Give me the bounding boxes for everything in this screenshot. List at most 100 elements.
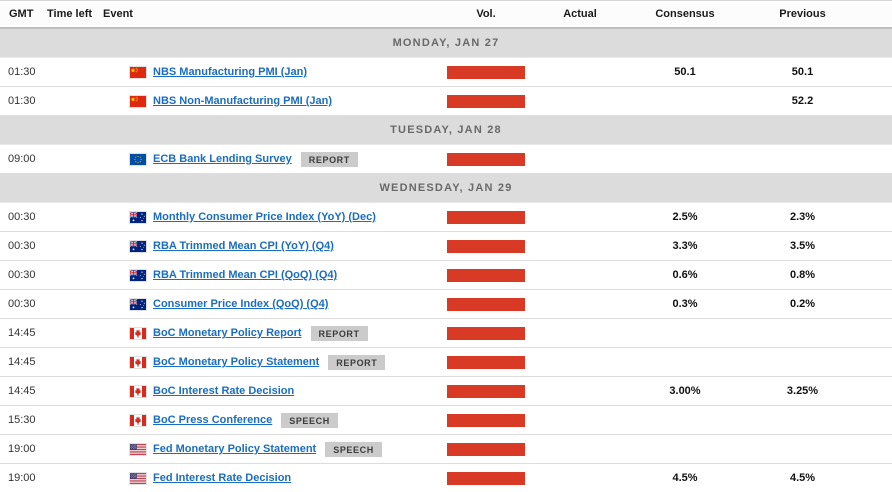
- event-row: 00:30 RBA Trimmed Mean CPI (QoQ) (Q4) 0.…: [0, 261, 892, 290]
- volatility-bar: [447, 210, 525, 224]
- event-type-badge: REPORT: [328, 354, 386, 370]
- volatility-cell: [447, 261, 535, 289]
- date-label: MONDAY, JAN 27: [392, 37, 500, 49]
- flag-icon-australia: [130, 240, 146, 252]
- event-link[interactable]: BoC Monetary Policy Statement: [153, 356, 320, 368]
- event-time-gmt: 09:00: [8, 153, 36, 165]
- flag-icon-eu: [130, 153, 146, 165]
- event-type-badge: REPORT: [300, 151, 358, 167]
- event-link[interactable]: NBS Non-Manufacturing PMI (Jan): [153, 95, 333, 107]
- event-time-gmt: 01:30: [8, 95, 36, 107]
- event-previous: 0.8%: [789, 269, 816, 281]
- event-cell: Fed Monetary Policy Statement SPEECH: [100, 441, 447, 457]
- flag-icon-australia: [130, 211, 146, 223]
- volatility-bar: [447, 152, 525, 166]
- event-consensus: 2.5%: [672, 211, 698, 223]
- flag-icon-us: [130, 472, 146, 484]
- event-row: 14:45 BoC Monetary Policy Statement REPO…: [0, 348, 892, 377]
- event-link[interactable]: RBA Trimmed Mean CPI (QoQ) (Q4): [153, 269, 338, 281]
- volatility-cell: [447, 377, 535, 405]
- volatility-cell: [447, 203, 535, 231]
- event-cell: Fed Interest Rate Decision: [100, 472, 447, 484]
- event-cell: Monthly Consumer Price Index (YoY) (Dec): [100, 211, 447, 223]
- volatility-cell: [447, 290, 535, 318]
- column-header-actual[interactable]: Actual: [563, 8, 597, 20]
- event-consensus: 0.3%: [672, 298, 698, 310]
- volatility-bar: [447, 384, 525, 398]
- event-link[interactable]: Consumer Price Index (QoQ) (Q4): [153, 298, 329, 310]
- event-row: 09:00 ECB Bank Lending Survey REPORT: [0, 145, 892, 174]
- event-cell: NBS Manufacturing PMI (Jan): [100, 66, 447, 78]
- volatility-cell: [447, 319, 535, 347]
- event-time-gmt: 01:30: [8, 66, 36, 78]
- volatility-bar: [447, 355, 525, 369]
- event-time-gmt: 14:45: [8, 327, 36, 339]
- flag-icon-canada: [130, 356, 146, 368]
- event-row: 00:30 Consumer Price Index (QoQ) (Q4) 0.…: [0, 290, 892, 319]
- column-header-consensus[interactable]: Consensus: [655, 8, 715, 20]
- event-previous: 52.2: [791, 95, 814, 107]
- event-type-badge: SPEECH: [281, 412, 338, 428]
- volatility-bar: [447, 297, 525, 311]
- event-link[interactable]: RBA Trimmed Mean CPI (YoY) (Q4): [153, 240, 334, 252]
- calendar-table-header: GMT Time left Event Vol. Actual Consensu…: [0, 1, 892, 29]
- event-row: 14:45 BoC Monetary Policy Report REPORT: [0, 319, 892, 348]
- volatility-bar: [447, 268, 525, 282]
- event-row: 19:00 Fed Monetary Policy Statement SPEE…: [0, 435, 892, 464]
- event-link[interactable]: Monthly Consumer Price Index (YoY) (Dec): [153, 211, 376, 223]
- column-header-time-left[interactable]: Time left: [47, 8, 93, 20]
- event-link[interactable]: NBS Manufacturing PMI (Jan): [153, 66, 308, 78]
- event-type-badge: SPEECH: [325, 441, 382, 457]
- event-link[interactable]: Fed Interest Rate Decision: [153, 472, 292, 484]
- event-time-gmt: 14:45: [8, 385, 36, 397]
- event-link[interactable]: Fed Monetary Policy Statement: [153, 443, 317, 455]
- flag-icon-canada: [130, 414, 146, 426]
- volatility-bar: [447, 65, 525, 79]
- event-consensus: 3.00%: [669, 385, 701, 397]
- event-row: 01:30 NBS Manufacturing PMI (Jan) 50.1 5…: [0, 58, 892, 87]
- event-row: 00:30 RBA Trimmed Mean CPI (YoY) (Q4) 3.…: [0, 232, 892, 261]
- flag-icon-australia: [130, 269, 146, 281]
- date-header-row: TUESDAY, JAN 28: [0, 116, 892, 145]
- event-time-gmt: 00:30: [8, 298, 36, 310]
- event-consensus: 50.1: [674, 66, 696, 78]
- date-header-row: MONDAY, JAN 27: [0, 29, 892, 58]
- volatility-bar: [447, 326, 525, 340]
- date-label: TUESDAY, JAN 28: [390, 124, 502, 136]
- event-cell: BoC Press Conference SPEECH: [100, 412, 447, 428]
- event-row: 15:30 BoC Press Conference SPEECH: [0, 406, 892, 435]
- event-row: 00:30 Monthly Consumer Price Index (YoY)…: [0, 203, 892, 232]
- column-header-previous[interactable]: Previous: [779, 8, 826, 20]
- flag-icon-china: [130, 66, 146, 78]
- column-header-gmt[interactable]: GMT: [9, 8, 34, 20]
- event-row: 14:45 BoC Interest Rate Decision 3.00% 3…: [0, 377, 892, 406]
- flag-icon-australia: [130, 298, 146, 310]
- event-type-badge: REPORT: [310, 325, 368, 341]
- volatility-cell: [447, 87, 535, 115]
- volatility-cell: [447, 406, 535, 434]
- event-link[interactable]: BoC Monetary Policy Report: [153, 327, 302, 339]
- event-consensus: 3.3%: [672, 240, 698, 252]
- volatility-bar: [447, 94, 525, 108]
- event-cell: RBA Trimmed Mean CPI (YoY) (Q4): [100, 240, 447, 252]
- flag-icon-us: [130, 443, 146, 455]
- event-time-gmt: 15:30: [8, 414, 36, 426]
- event-cell: BoC Interest Rate Decision: [100, 385, 447, 397]
- event-link[interactable]: BoC Press Conference: [153, 414, 273, 426]
- volatility-bar: [447, 471, 525, 485]
- event-previous: 4.5%: [789, 472, 816, 484]
- column-header-vol[interactable]: Vol.: [476, 8, 496, 20]
- volatility-cell: [447, 58, 535, 86]
- column-header-event[interactable]: Event: [103, 8, 133, 20]
- date-label: WEDNESDAY, JAN 29: [379, 182, 513, 194]
- volatility-cell: [447, 145, 535, 173]
- event-link[interactable]: BoC Interest Rate Decision: [153, 385, 295, 397]
- volatility-bar: [447, 413, 525, 427]
- event-link[interactable]: ECB Bank Lending Survey: [153, 153, 292, 165]
- event-cell: Consumer Price Index (QoQ) (Q4): [100, 298, 447, 310]
- calendar-rows: MONDAY, JAN 27 01:30 NBS Manufacturing P…: [0, 29, 892, 492]
- event-time-gmt: 19:00: [8, 443, 36, 455]
- event-cell: NBS Non-Manufacturing PMI (Jan): [100, 95, 447, 107]
- event-time-gmt: 14:45: [8, 356, 36, 368]
- volatility-bar: [447, 442, 525, 456]
